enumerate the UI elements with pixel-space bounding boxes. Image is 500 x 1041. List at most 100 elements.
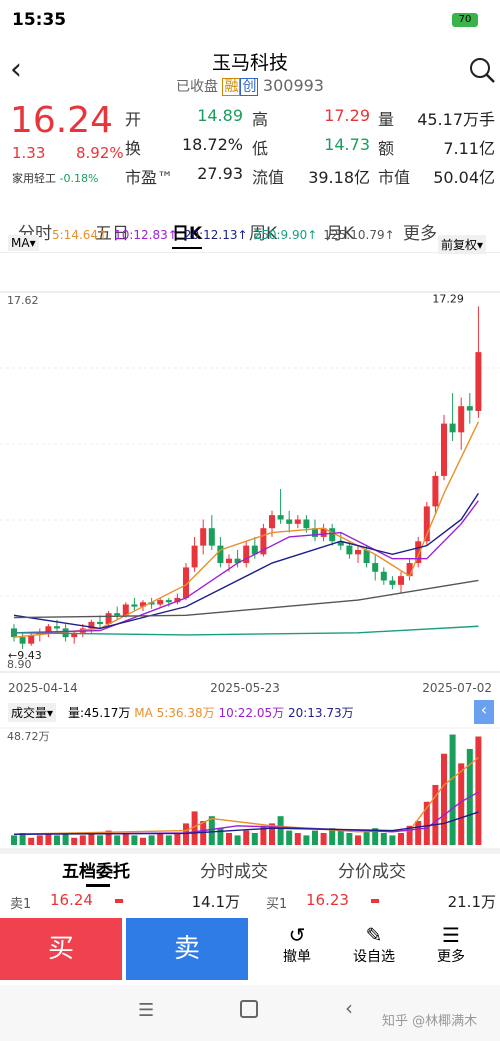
candle-body [208, 528, 215, 546]
tab[interactable]: 日K [172, 219, 203, 249]
tab[interactable]: 更多 [403, 224, 437, 244]
stat-value: 50.04亿 [433, 168, 495, 187]
vol-legend: 量:45.17万 MA 5:36.38万 10:22.05万 20:13.73万 [68, 704, 354, 721]
nav-menu[interactable]: ☰ [138, 1000, 155, 1021]
volume-bar [105, 830, 112, 845]
stat-label: 量 [378, 110, 395, 129]
stat-value: 7.11亿 [443, 139, 495, 158]
subtitle: 已收盘 融创 300993 [0, 76, 500, 96]
low-label: ←9.43 [8, 649, 42, 662]
candle-body [432, 475, 439, 507]
vol-ma10: 10:22.05万 [218, 706, 285, 720]
volume-bar [88, 832, 95, 845]
volume-bar [131, 835, 138, 845]
volume-bar [71, 837, 78, 845]
candle-body [54, 626, 60, 629]
tag: 创 [240, 78, 259, 96]
sector: 家用轻工 -0.18% [12, 170, 98, 186]
cancel-button[interactable]: ↺ 撤单 [283, 923, 311, 965]
vol-button[interactable]: 成交量▾ [8, 703, 57, 722]
volume-ma-line [13, 757, 479, 835]
x-tick-label: 2025-05-23 [210, 681, 280, 695]
ma-line [13, 500, 479, 634]
candle-body [71, 632, 78, 638]
volume-bar [337, 830, 344, 845]
candle-body [183, 567, 189, 598]
candle-body [122, 604, 129, 616]
search[interactable] [468, 56, 496, 84]
candle-body [191, 545, 198, 568]
nav-home[interactable] [240, 1000, 258, 1018]
stat-label: 换 [125, 139, 142, 158]
volume-bar [303, 835, 310, 845]
book-price: 16.24 [50, 891, 93, 909]
volume-bar [19, 832, 26, 845]
tab[interactable]: 月K [326, 224, 355, 244]
vol-label: 成交量 [11, 706, 48, 720]
volume-bar [294, 832, 301, 845]
stat-label: 市盈™ [125, 168, 174, 187]
nav-back[interactable]: ‹ [345, 996, 353, 1020]
book-qty: 21.1万 [447, 893, 496, 911]
volume-bar [346, 832, 353, 845]
watch-label: 设自选 [353, 949, 395, 965]
candle-body [372, 563, 379, 572]
stat-label: 高 [252, 110, 269, 129]
change-pct: 8.92% [76, 144, 124, 162]
volume-bar [423, 801, 430, 845]
volume-ma-line [13, 811, 479, 835]
watermark: 知乎 @林椰满木 [382, 1014, 478, 1029]
watch-button[interactable]: ✎ 设自选 [353, 923, 395, 965]
volume-bar [441, 753, 447, 845]
stock-name: 玉马科技 [211, 52, 288, 74]
candle-body [243, 545, 250, 564]
candle-body [355, 549, 361, 555]
volume-bar [97, 835, 103, 845]
stat-label: 流值 [252, 168, 285, 187]
candle-body [380, 571, 387, 581]
chart: 17.62 8.90 17.29 ←9.43 2025-04-14 2025-05-23 2… [0, 291, 500, 845]
stat-value: 39.18亿 [308, 168, 370, 187]
candle-body [277, 515, 284, 520]
book-tab[interactable]: 五档委托 [62, 862, 130, 882]
candle-body [174, 597, 181, 603]
book-tab[interactable]: 分价成交 [338, 862, 406, 882]
ma-button[interactable]: MA▾ [8, 235, 39, 251]
volume-bar [148, 835, 155, 845]
candle-body [363, 549, 370, 564]
volume-bar [208, 816, 215, 845]
ma-item: 5:14.64↑ [52, 228, 109, 242]
candle-body [131, 604, 138, 607]
adjust[interactable]: 前复权▾ [438, 235, 487, 254]
buy-button[interactable]: 买 [0, 918, 122, 980]
cancel-label: 撤单 [283, 949, 311, 965]
more-button[interactable]: ☰ 更多 [437, 923, 465, 965]
volume-bar [277, 816, 284, 845]
back[interactable]: ‹ [10, 52, 22, 87]
volume-bar [260, 825, 267, 845]
tab[interactable]: 周K [249, 224, 278, 244]
ma-line [13, 579, 479, 619]
volume-bar [183, 823, 189, 845]
vol-ma20: 20:13.73万 [287, 706, 354, 720]
ma-item: 10:12.83↑ [114, 228, 178, 242]
volume-bar [432, 784, 439, 845]
book-tab[interactable]: 分时成交 [200, 862, 268, 882]
candle-body [406, 563, 413, 577]
stat-value: 14.73 [324, 135, 370, 154]
volume-bar [79, 835, 86, 845]
volume-bar [475, 736, 482, 845]
candle-body [45, 626, 52, 633]
tab[interactable]: 五日 [95, 224, 129, 244]
volume-bar [449, 734, 456, 845]
volume-bar [174, 832, 181, 845]
collapse[interactable]: ‹ [474, 700, 494, 724]
sell-button[interactable]: 卖 [126, 918, 248, 980]
book-label: 卖1 [10, 897, 32, 912]
volume-bar [45, 832, 52, 845]
volume-bar [320, 832, 327, 845]
more-label: 更多 [437, 949, 465, 965]
ma-item: 125:10.79↑ [323, 228, 395, 242]
candle-body [423, 506, 430, 542]
